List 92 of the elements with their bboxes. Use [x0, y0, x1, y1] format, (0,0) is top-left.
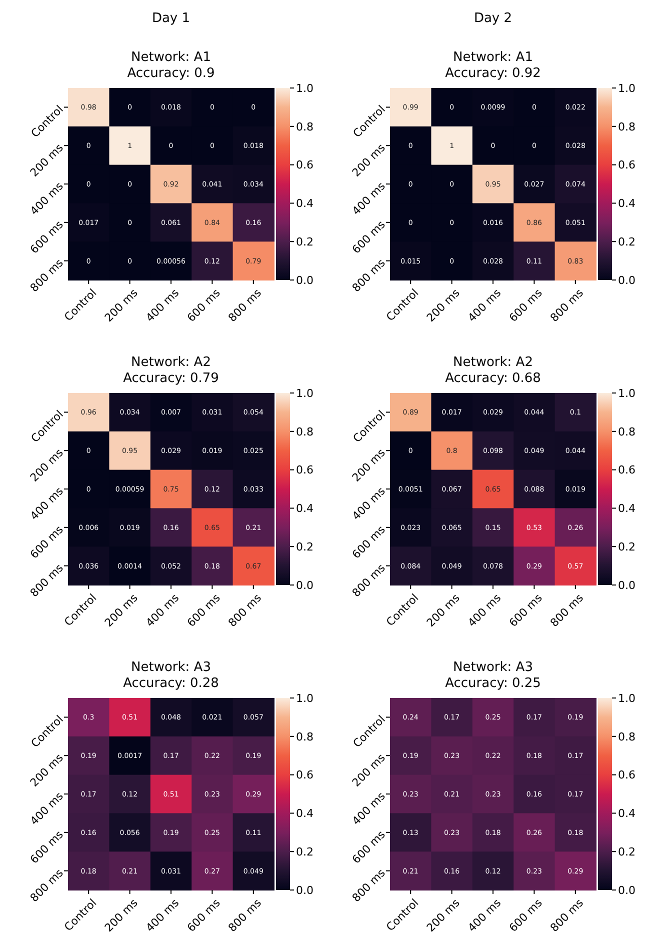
color-bar-label: 0.6 — [618, 158, 636, 172]
color-bar-label: 1.0 — [618, 692, 636, 705]
color-bar-label: 0.6 — [296, 768, 314, 782]
y-tick-label: 800 ms — [350, 561, 388, 600]
color-bar-label: 0.2 — [618, 540, 636, 554]
x-tick-label: 400 ms — [143, 591, 182, 630]
y-tick-label: 400 ms — [28, 789, 66, 828]
color-bar-label: 0.2 — [618, 845, 636, 858]
x-tick-label: 600 ms — [506, 896, 545, 935]
x-tick-label: 600 ms — [184, 896, 223, 935]
color-bar-label: 0.6 — [296, 158, 314, 172]
color-bar-label: 0.0 — [618, 578, 636, 592]
color-bar-label: 0.6 — [296, 464, 314, 477]
y-tick-label: 600 ms — [28, 218, 66, 256]
x-tick-label: 400 ms — [465, 591, 504, 630]
color-bar-label: 0.0 — [296, 578, 314, 592]
y-tick-label: 800 ms — [28, 866, 66, 905]
color-bar-label: 0.0 — [618, 274, 636, 287]
color-bar-label: 0.4 — [296, 502, 314, 516]
chart-title: Network: A3 Accuracy: 0.25 — [445, 660, 541, 691]
color-bar-label: 0.8 — [618, 730, 636, 744]
y-tick-label: 200 ms — [28, 446, 66, 484]
chart-title: Network: A3 Accuracy: 0.28 — [123, 660, 219, 691]
x-tick-label: 800 ms — [548, 896, 586, 935]
color-bar-label: 0.0 — [618, 884, 636, 897]
x-tick-label: 600 ms — [184, 591, 223, 630]
x-tick-label: 200 ms — [424, 896, 463, 935]
x-tick-label: 200 ms — [424, 286, 463, 325]
x-tick-label: 200 ms — [102, 591, 141, 630]
y-tick-label: 200 ms — [28, 141, 66, 180]
x-tick-label: 200 ms — [424, 591, 463, 630]
y-tick-label: 800 ms — [350, 866, 388, 905]
x-tick-label: 400 ms — [465, 286, 504, 325]
chart-title: Network: A1 Accuracy: 0.92 — [445, 50, 541, 81]
y-tick-label: 600 ms — [350, 522, 388, 562]
y-tick-label: 200 ms — [350, 141, 388, 180]
x-tick-label: 800 ms — [226, 286, 264, 325]
color-bar-label: 0.6 — [618, 768, 636, 782]
color-bar-label: 1.0 — [296, 692, 314, 705]
y-tick-label: 400 ms — [28, 179, 66, 218]
chart-title: Network: A2 Accuracy: 0.68 — [445, 355, 541, 386]
x-tick-label: 400 ms — [465, 896, 504, 935]
y-tick-label: 800 ms — [28, 256, 66, 295]
color-bar-label: 0.2 — [296, 540, 314, 554]
x-tick-label: 400 ms — [143, 896, 182, 935]
y-tick-label: 800 ms — [350, 256, 388, 295]
color-bar-label: 0.4 — [618, 502, 636, 516]
x-tick-label: 600 ms — [506, 591, 545, 630]
y-tick-label: 600 ms — [350, 218, 388, 256]
color-bar-label: 0.4 — [618, 807, 636, 820]
x-tick-label: 600 ms — [506, 286, 545, 325]
x-tick-label: 200 ms — [102, 896, 141, 935]
color-bar-label: 0.8 — [296, 120, 314, 134]
color-bar-label: 0.0 — [296, 274, 314, 287]
color-bar-label: 0.2 — [296, 235, 314, 248]
y-tick-label: 200 ms — [28, 751, 66, 790]
y-tick-label: 600 ms — [28, 522, 66, 562]
color-bar-label: 0.4 — [618, 197, 636, 210]
x-tick-label: 800 ms — [226, 591, 264, 630]
color-bar-label: 0.8 — [618, 425, 636, 438]
x-tick-label: 800 ms — [548, 591, 586, 630]
color-bar-label: 1.0 — [296, 82, 314, 95]
y-tick-label: 800 ms — [28, 561, 66, 600]
color-bar-label: 0.0 — [296, 884, 314, 897]
text: Day 1 — [152, 11, 190, 26]
y-tick-label: 400 ms — [350, 789, 388, 828]
y-tick-label: 200 ms — [350, 446, 388, 484]
color-bar-label: 0.8 — [618, 120, 636, 134]
x-tick-label: 800 ms — [548, 286, 586, 325]
y-tick-label: 600 ms — [350, 828, 388, 866]
y-tick-label: 400 ms — [28, 484, 66, 523]
color-bar-label: 0.6 — [618, 464, 636, 477]
color-bar-label: 0.8 — [296, 730, 314, 744]
x-tick-label: 600 ms — [184, 286, 223, 325]
color-bar-label: 1.0 — [618, 82, 636, 95]
chart-title: Network: A2 Accuracy: 0.79 — [123, 355, 219, 386]
y-tick-label: 200 ms — [350, 751, 388, 790]
color-bar-label: 1.0 — [296, 386, 314, 400]
color-bar-label: 0.4 — [296, 807, 314, 820]
x-tick-label: 400 ms — [143, 286, 182, 325]
color-bar-label: 0.2 — [296, 845, 314, 858]
color-bar-label: 0.2 — [618, 235, 636, 248]
color-bar-label: 1.0 — [618, 386, 636, 400]
chart-title: Network: A1 Accuracy: 0.9 — [127, 50, 215, 81]
y-tick-label: 600 ms — [28, 828, 66, 866]
x-tick-label: 200 ms — [102, 286, 141, 325]
text: Day 2 — [474, 11, 512, 26]
y-tick-label: 400 ms — [350, 179, 388, 218]
color-bar-label: 0.8 — [296, 425, 314, 438]
y-tick-label: 400 ms — [350, 484, 388, 523]
x-tick-label: 800 ms — [226, 896, 264, 935]
color-bar-label: 0.4 — [296, 197, 314, 210]
